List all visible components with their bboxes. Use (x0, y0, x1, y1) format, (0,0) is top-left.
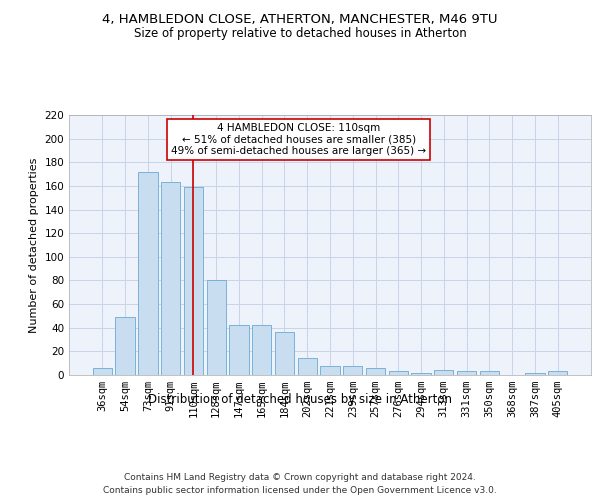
Bar (525, 372, 545, 375)
Text: 4, HAMBLEDON CLOSE, ATHERTON, MANCHESTER, M46 9TU: 4, HAMBLEDON CLOSE, ATHERTON, MANCHESTER… (102, 12, 498, 26)
Bar (93, 368, 112, 375)
Bar (184, 187, 203, 375)
Y-axis label: Number of detached properties: Number of detached properties (29, 158, 39, 332)
Bar (434, 370, 454, 375)
Text: Distribution of detached houses by size in Atherton: Distribution of detached houses by size … (148, 392, 452, 406)
Bar (298, 358, 317, 375)
Bar (206, 280, 226, 375)
Bar (161, 182, 181, 375)
Text: Size of property relative to detached houses in Atherton: Size of property relative to detached ho… (134, 28, 466, 40)
Bar (275, 332, 294, 375)
Bar (479, 372, 499, 375)
Bar (389, 372, 408, 375)
Bar (115, 317, 135, 375)
Text: Contains HM Land Registry data © Crown copyright and database right 2024.
Contai: Contains HM Land Registry data © Crown c… (103, 472, 497, 494)
Bar (366, 368, 385, 375)
Text: 4 HAMBLEDON CLOSE: 110sqm
← 51% of detached houses are smaller (385)
49% of semi: 4 HAMBLEDON CLOSE: 110sqm ← 51% of detac… (171, 123, 426, 156)
Bar (412, 372, 431, 375)
Bar (138, 172, 158, 375)
Bar (320, 366, 340, 375)
Bar (343, 366, 362, 375)
Bar (457, 372, 476, 375)
Bar (252, 326, 271, 375)
Bar (229, 326, 248, 375)
Bar (548, 372, 567, 375)
